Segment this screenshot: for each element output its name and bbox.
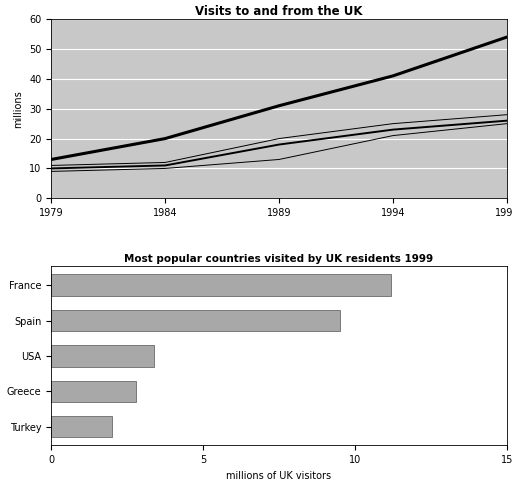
- visits abroad by
UK residents: [504, 34, 510, 40]
- Line: visits abroad by
UK residents: visits abroad by UK residents: [51, 37, 507, 160]
- visits to the UK by
overseas residents: [276, 142, 282, 148]
- visits to the UK by
overseas residents: [504, 118, 510, 124]
- Bar: [51, 416, 112, 437]
- Bar: [51, 310, 340, 331]
- Y-axis label: millions: millions: [13, 90, 24, 127]
- Bar: [51, 381, 136, 402]
- visits abroad by
UK residents: [162, 136, 168, 141]
- visits abroad by
UK residents: [390, 73, 396, 79]
- visits to the UK by
overseas residents: [390, 127, 396, 133]
- visits to the UK by
overseas residents: [162, 162, 168, 168]
- visits abroad by
UK residents: [48, 157, 54, 162]
- Bar: [51, 274, 392, 296]
- visits to the UK by
overseas residents: [48, 166, 54, 171]
- visits abroad by
UK residents: [276, 103, 282, 109]
- Line: visits to the UK by
overseas residents: visits to the UK by overseas residents: [51, 121, 507, 169]
- X-axis label: millions of UK visitors: millions of UK visitors: [226, 471, 332, 479]
- Title: Most popular countries visited by UK residents 1999: Most popular countries visited by UK res…: [124, 254, 434, 264]
- Bar: [51, 345, 155, 366]
- Title: Visits to and from the UK: Visits to and from the UK: [195, 5, 363, 18]
